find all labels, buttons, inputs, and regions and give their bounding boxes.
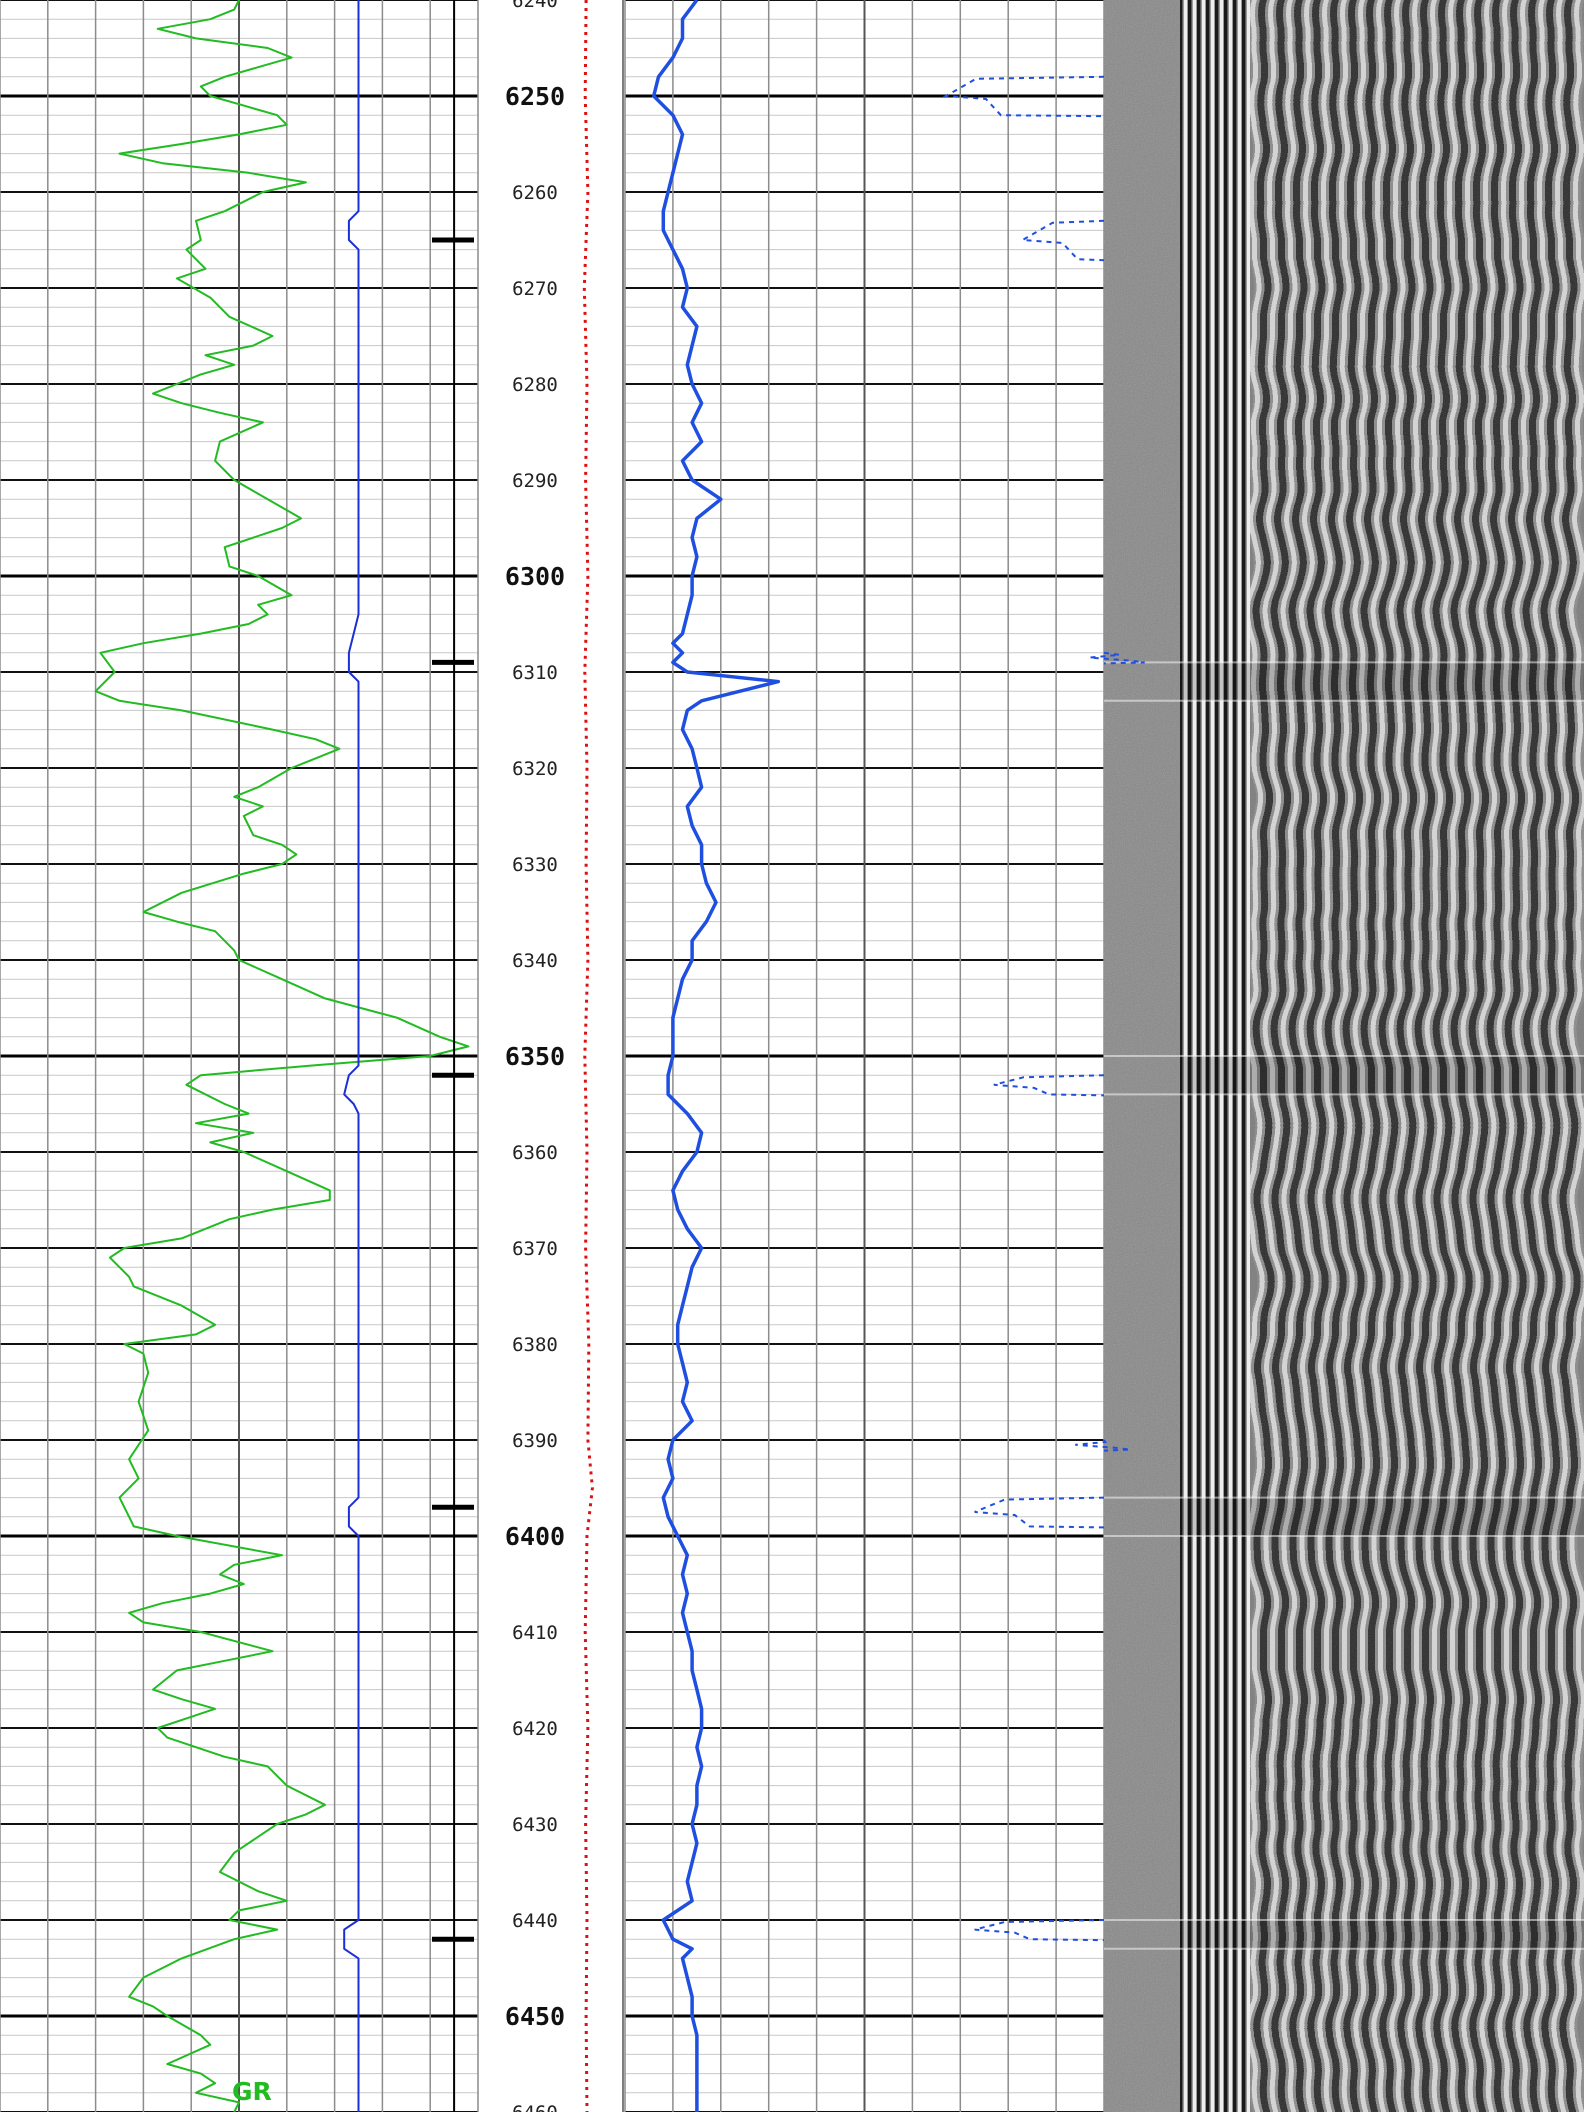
curves	[94, 0, 781, 2112]
series-gr-line	[94, 0, 470, 2112]
depth-track: 6240 6250 6260 6270 6280 6290 6300 6310 6320 6330…	[505, 0, 624, 2112]
depth-label: 6410	[512, 1622, 558, 1644]
depth-label: 6370	[512, 1238, 558, 1260]
gr-curve-label: GR	[232, 2077, 272, 2106]
depth-label: 6300	[505, 562, 565, 591]
depth-label: 6450	[505, 2002, 565, 2031]
depth-label: 6320	[512, 758, 558, 780]
depth-label: 6270	[512, 278, 558, 300]
depth-label: 6390	[512, 1430, 558, 1452]
track2-dashed-spike	[993, 1074, 1105, 1097]
depth-label: 6350	[505, 1042, 565, 1071]
depth-label: 6440	[512, 1910, 558, 1932]
depth-label: 6310	[512, 662, 558, 684]
depth-label: 6280	[512, 374, 558, 396]
depth-label: 6260	[512, 182, 558, 204]
image-track-dark-band	[1180, 1497, 1584, 1536]
image-track-bands	[1104, 661, 1584, 1950]
depth-label: 6250	[505, 82, 565, 111]
track2-dashed-spike	[1019, 219, 1105, 262]
image-track-dark-band	[1180, 1056, 1584, 1095]
track2-dashed-spike	[974, 1919, 1105, 1942]
depth-label: 6340	[512, 950, 558, 972]
image-track-dark-band	[1180, 662, 1584, 701]
track2-dashed-spike	[974, 1496, 1105, 1529]
track2-spikes	[942, 75, 1145, 1942]
track2-dashed-spike	[942, 75, 1105, 118]
depth-label: 6360	[512, 1142, 558, 1164]
depth-label: 6240	[512, 0, 558, 12]
track1-grid	[0, 0, 479, 2112]
series-curve-3-line	[582, 0, 594, 2112]
series-curve-4-line	[651, 0, 781, 2112]
image-track	[1104, 0, 1584, 2112]
depth-label: 6460	[512, 2102, 558, 2112]
track2-dashed-spike	[1089, 651, 1145, 665]
depth-label: 6330	[512, 854, 558, 876]
depth-label: 6290	[512, 470, 558, 492]
depth-label: 6380	[512, 1334, 558, 1356]
depth-label: 6400	[505, 1522, 565, 1551]
image-track-dark-band	[1180, 1920, 1584, 1949]
depth-label: 6420	[512, 1718, 558, 1740]
track2-dashed-spike	[1075, 1439, 1131, 1452]
series-curve-1-line	[343, 0, 360, 2112]
depth-label: 6430	[512, 1814, 558, 1836]
track2-grid	[624, 0, 1105, 2112]
